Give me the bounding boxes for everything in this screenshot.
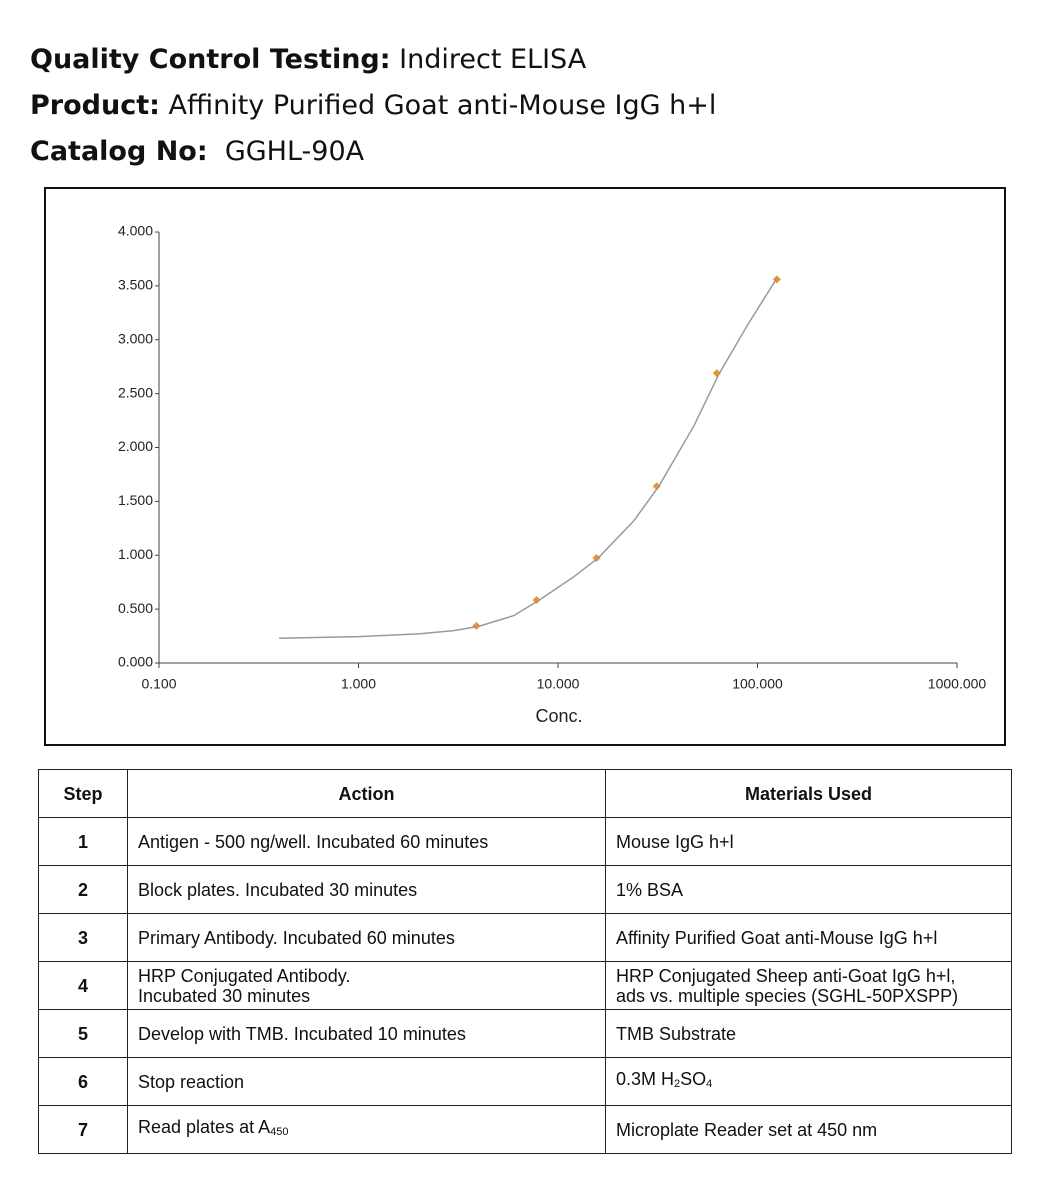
table-cell: Read plates at A450: [127, 1105, 606, 1154]
table-row: 2 Block plates. Incubated 30 minutes 1% BS…: [38, 865, 1012, 914]
table-row: 5 Develop with TMB. Incubated 10 minutes T…: [38, 1009, 1012, 1058]
data-point: [532, 595, 541, 604]
table-cell: 3: [38, 913, 128, 962]
table-cell: TMB Substrate: [605, 1009, 1012, 1058]
table-cell: 7: [38, 1105, 128, 1154]
table-cell: 6: [38, 1057, 128, 1106]
table-cell: Antigen - 500 ng/well. Incubated 60 minu…: [127, 817, 606, 866]
table-cell: Block plates. Incubated 30 minutes: [127, 865, 606, 914]
table-cell: HRP Conjugated Antibody. Incubated 30 mi…: [127, 961, 606, 1010]
y-tick-label: 1.000: [118, 546, 153, 562]
chart: Conc. 0.000 0.500 1.000 1.500 2.000 2.500 3.00…: [118, 223, 987, 726]
chart-frame: Conc. 0.000 0.500 1.000 1.500 2.000 2.500 3.00…: [44, 187, 1006, 746]
header-line: Quality Control Testing: Indirect ELISA: [30, 44, 586, 75]
header-line: Product: Affinity Purified Goat anti-Mou…: [30, 90, 716, 121]
table-cell: Primary Antibody. Incubated 60 minutes: [127, 913, 606, 962]
text-part: SO: [680, 1069, 707, 1089]
header-label: Product:: [30, 90, 160, 121]
header-line: Catalog No: GGHL-90A: [30, 136, 364, 167]
table-row: 3 Primary Antibody. Incubated 60 minutes A…: [38, 913, 1012, 962]
y-tick-label: 3.500: [118, 277, 153, 293]
data-point: [652, 482, 661, 491]
header-value: Indirect ELISA: [399, 44, 587, 75]
header-value: Affinity Purified Goat anti-Mouse IgG h+…: [168, 90, 717, 121]
header-row: Step Action Materials Used: [38, 769, 1012, 818]
x-tick-label: 1000.000: [928, 676, 987, 692]
table-row: 7 Read plates at A450 Microplate Reader se…: [38, 1105, 1012, 1154]
data-point: [472, 621, 481, 630]
table-cell: 0.3M H2SO4: [605, 1057, 1012, 1106]
column-header: Step: [38, 769, 128, 818]
subscript: 2: [674, 1078, 681, 1090]
table-row: 4 HRP Conjugated Antibody. Incubated 30 m…: [38, 961, 1012, 1010]
y-tick-label: 2.500: [118, 384, 153, 400]
table-cell: 5: [38, 1009, 128, 1058]
subscript: 4: [706, 1078, 713, 1090]
header-label: Quality Control Testing:: [30, 44, 391, 75]
y-tick-label: 2.000: [118, 438, 153, 454]
table-cell: 1: [38, 817, 128, 866]
table-cell: Microplate Reader set at 450 nm: [605, 1105, 1012, 1154]
x-tick-label: 0.100: [141, 676, 176, 692]
table-cell: Develop with TMB. Incubated 10 minutes: [127, 1009, 606, 1058]
text-part: Read plates at A: [138, 1117, 271, 1137]
text-part: 0.3M H: [616, 1069, 675, 1089]
subscript: 450: [270, 1126, 289, 1138]
header-label: Catalog No:: [30, 136, 208, 167]
column-header: Action: [127, 769, 606, 818]
header-value: GGHL-90A: [224, 136, 365, 167]
x-axis-label: Conc.: [535, 706, 582, 726]
table-row: 6 Stop reaction 0.3M H2SO4: [38, 1057, 1012, 1106]
y-tick-label: 1.500: [118, 492, 153, 508]
table-cell: Mouse IgG h+l: [605, 817, 1012, 866]
x-tick-label: 1.000: [341, 676, 376, 692]
x-tick-label: 10.000: [537, 676, 580, 692]
y-tick-label: 4.000: [118, 223, 153, 239]
y-tick-label: 3.000: [118, 330, 153, 346]
table-cell: Affinity Purified Goat anti-Mouse IgG h+…: [605, 913, 1012, 962]
table-cell: 1% BSA: [605, 865, 1012, 914]
table-cell: Stop reaction: [127, 1057, 606, 1106]
table-cell: 2: [38, 865, 128, 914]
column-header: Materials Used: [605, 769, 1012, 818]
table-cell: 4: [38, 961, 128, 1010]
table-cell: HRP Conjugated Sheep anti-Goat IgG h+l, …: [605, 961, 1012, 1010]
x-tick-label: 100.000: [732, 676, 783, 692]
protocol-table: Step Action Materials Used 1 Antigen - 500 n…: [38, 769, 1012, 1154]
y-tick-label: 0.500: [118, 600, 153, 616]
y-tick-label: 0.000: [118, 654, 153, 670]
table-row: 1 Antigen - 500 ng/well. Incubated 60 min…: [38, 817, 1012, 866]
fit-curve: [279, 277, 778, 639]
